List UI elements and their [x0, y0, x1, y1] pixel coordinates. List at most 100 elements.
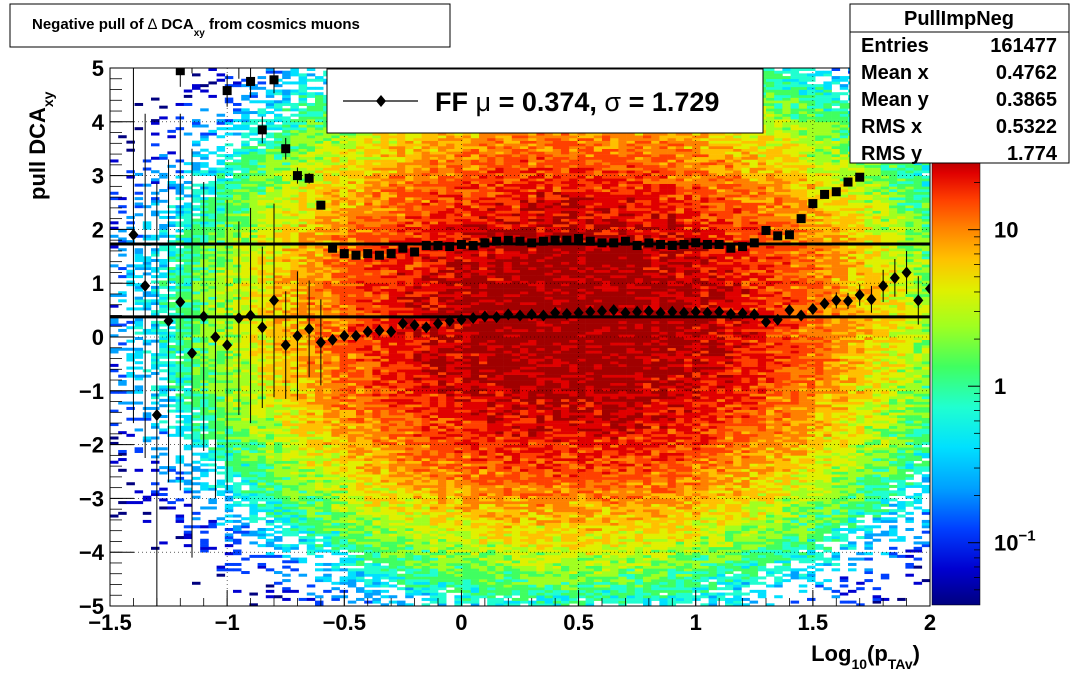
heatmap-cell [331, 463, 340, 467]
heatmap-cell [298, 232, 308, 236]
heatmap-cell [323, 452, 332, 456]
heatmap-cell [372, 525, 381, 529]
heatmap-cell [331, 202, 340, 206]
heatmap-cell [265, 406, 275, 410]
heatmap-cell [249, 503, 258, 507]
heatmap-cell [372, 183, 381, 187]
heatmap-cell [200, 132, 209, 136]
heatmap-cell [224, 452, 234, 456]
heatmap-cell [167, 361, 176, 365]
heatmap-cell [397, 143, 406, 147]
heatmap-cell [380, 154, 390, 158]
heatmap-cell [298, 248, 308, 252]
heatmap-cell [282, 323, 291, 327]
heatmap-cell [249, 250, 258, 254]
heatmap-cell [364, 447, 373, 451]
heatmap-cell [274, 164, 283, 168]
heatmap-cell [241, 401, 250, 405]
heatmap-cell [265, 382, 275, 386]
heatmap-cell [339, 197, 349, 201]
heatmap-cell [274, 337, 283, 340]
heatmap-cell [208, 374, 217, 378]
heatmap-cell [274, 423, 283, 427]
heatmap-cell [151, 312, 160, 316]
heatmap-cell [274, 146, 283, 149]
heatmap-cell [216, 466, 226, 470]
heatmap-cell [233, 482, 242, 486]
heatmap-cell [306, 517, 316, 521]
heatmap-cell [331, 495, 340, 499]
heatmap-cell [208, 318, 217, 322]
heatmap-cell [159, 347, 168, 351]
heatmap-cell [315, 546, 324, 550]
heatmap-cell [192, 406, 201, 410]
heatmap-cell [388, 482, 398, 486]
heatmap-cell [282, 261, 291, 265]
heatmap-cell [142, 406, 152, 410]
heatmap-cell [388, 310, 398, 314]
heatmap-cell [388, 388, 398, 392]
heatmap-cell [265, 175, 275, 179]
heatmap-cell [298, 129, 308, 133]
heatmap-cell [282, 463, 291, 467]
heatmap-cell [356, 562, 365, 566]
heatmap-cell [233, 299, 242, 303]
heatmap-cell [249, 361, 258, 365]
heatmap-cell [380, 331, 390, 335]
heatmap-cell [356, 525, 365, 529]
heatmap-cell [241, 493, 250, 497]
heatmap-cell [274, 479, 283, 483]
heatmap-cell [265, 70, 275, 74]
heatmap-cell [290, 250, 299, 254]
heatmap-cell [208, 283, 217, 287]
heatmap-cell [241, 258, 250, 262]
heatmap-cell [274, 207, 283, 211]
heatmap-cell [380, 476, 390, 480]
heatmap-cell [249, 517, 258, 521]
heatmap-cell [298, 178, 308, 182]
heatmap-cell [200, 546, 209, 550]
heatmap-cell [388, 546, 398, 550]
heatmap-cell [315, 436, 324, 440]
heatmap-cell [274, 495, 283, 499]
heatmap-cell [388, 452, 398, 456]
heatmap-cell [380, 581, 390, 585]
heatmap-cell [331, 331, 340, 335]
heatmap-cell [216, 253, 226, 257]
heatmap-cell [364, 175, 373, 179]
heatmap-cell [388, 337, 398, 340]
heatmap-cell [224, 490, 234, 494]
heatmap-cell [347, 549, 357, 553]
heatmap-cell [233, 269, 242, 273]
heatmap-cell [274, 304, 283, 308]
heatmap-cell [388, 479, 398, 483]
heatmap-cell [331, 417, 340, 421]
heatmap-cell [200, 474, 209, 478]
heatmap-cell [142, 498, 152, 502]
heatmap-cell [192, 291, 201, 295]
heatmap-cell [356, 291, 365, 295]
heatmap-cell [356, 377, 365, 381]
heatmap-cell [364, 213, 373, 217]
heatmap-cell [290, 506, 299, 510]
heatmap-cell [233, 326, 242, 330]
heatmap-cell [290, 382, 299, 386]
heatmap-cell [388, 441, 398, 445]
heatmap-cell [224, 180, 234, 184]
heatmap-cell [208, 213, 217, 217]
heatmap-cell [306, 205, 316, 209]
heatmap-cell [208, 417, 217, 421]
heatmap-cell [241, 334, 250, 338]
heatmap-cell [192, 511, 201, 515]
heatmap-cell [397, 135, 406, 139]
heatmap-cell [364, 519, 373, 523]
heatmap-cell [388, 361, 398, 365]
heatmap-cell [233, 471, 242, 475]
heatmap-cell [134, 172, 144, 176]
heatmap-cell [372, 533, 381, 537]
heatmap-cell [323, 490, 332, 494]
heatmap-cell [167, 164, 176, 168]
heatmap-cell [306, 530, 316, 534]
heatmap-cell [347, 533, 357, 537]
heatmap-cell [298, 280, 308, 284]
